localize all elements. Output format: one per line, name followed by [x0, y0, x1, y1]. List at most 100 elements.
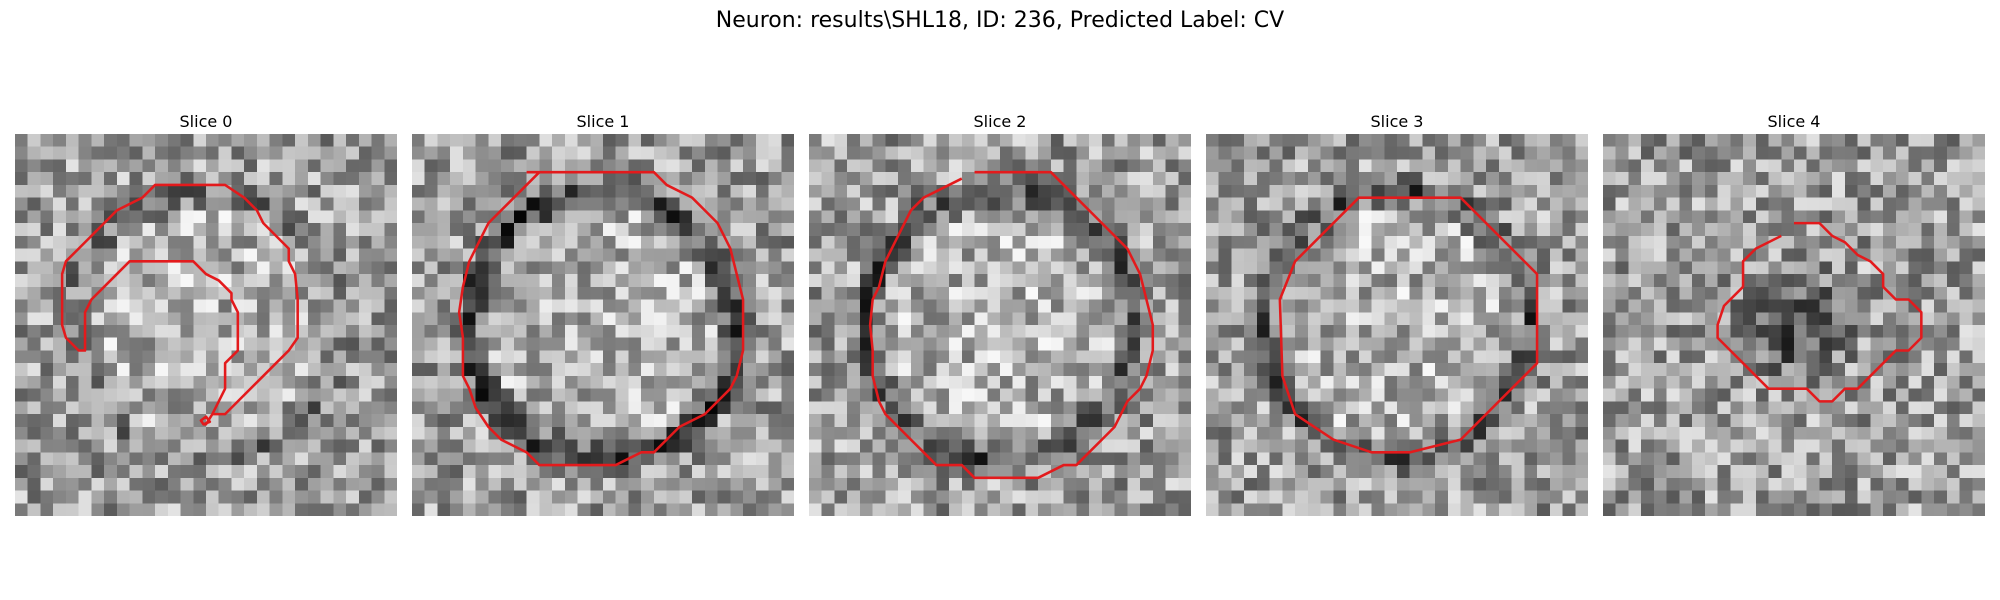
image-pixel — [1666, 363, 1680, 377]
image-pixel — [1076, 363, 1090, 377]
image-pixel — [1575, 401, 1588, 415]
image-pixel — [65, 146, 79, 160]
image-pixel — [1641, 159, 1655, 173]
image-pixel — [231, 465, 245, 479]
image-pixel — [666, 325, 680, 338]
image-pixel — [1730, 248, 1744, 262]
image-pixel — [1231, 159, 1245, 173]
image-pixel — [704, 477, 718, 491]
image-pixel — [743, 134, 757, 147]
slice-title: Slice 0 — [179, 112, 233, 131]
image-pixel — [1832, 172, 1846, 186]
image-pixel — [1307, 312, 1321, 326]
image-pixel — [974, 375, 988, 389]
image-pixel — [1256, 312, 1270, 326]
image-pixel — [53, 503, 67, 516]
image-pixel — [526, 388, 540, 402]
image-pixel — [104, 172, 118, 186]
image-pixel — [40, 477, 54, 491]
image-pixel — [1934, 223, 1948, 237]
image-pixel — [885, 375, 899, 389]
image-pixel — [1603, 503, 1616, 516]
image-pixel — [1730, 465, 1744, 479]
image-pixel — [1870, 439, 1884, 453]
image-pixel — [180, 388, 194, 402]
image-pixel — [116, 401, 130, 415]
image-pixel — [1140, 388, 1154, 402]
image-pixel — [1178, 197, 1191, 211]
image-pixel — [834, 363, 848, 377]
image-pixel — [1575, 503, 1588, 516]
image-pixel — [40, 261, 54, 275]
image-pixel — [1333, 426, 1347, 440]
image-pixel — [320, 325, 334, 338]
image-pixel — [872, 299, 886, 313]
image-pixel — [1692, 325, 1706, 338]
image-pixel — [295, 274, 309, 288]
image-pixel — [1549, 197, 1563, 211]
image-pixel — [412, 286, 425, 300]
image-pixel — [424, 210, 438, 224]
image-pixel — [1012, 134, 1026, 147]
image-pixel — [1422, 210, 1436, 224]
image-pixel — [1435, 248, 1449, 262]
image-pixel — [1768, 223, 1782, 237]
image-pixel — [923, 172, 937, 186]
image-pixel — [412, 197, 425, 211]
image-pixel — [1549, 465, 1563, 479]
image-pixel — [180, 375, 194, 389]
image-pixel — [1206, 235, 1219, 249]
image-pixel — [809, 363, 822, 377]
image-pixel — [155, 210, 169, 224]
image-pixel — [269, 210, 283, 224]
image-pixel — [717, 452, 731, 466]
image-pixel — [755, 350, 769, 364]
image-pixel — [116, 439, 130, 453]
image-pixel — [552, 134, 566, 147]
image-pixel — [564, 337, 578, 351]
image-pixel — [269, 299, 283, 313]
image-pixel — [1012, 172, 1026, 186]
image-pixel — [653, 388, 667, 402]
image-pixel — [1460, 477, 1474, 491]
image-pixel — [949, 490, 963, 504]
image-pixel — [552, 312, 566, 326]
image-pixel — [1537, 172, 1551, 186]
image-pixel — [244, 159, 258, 173]
image-pixel — [1063, 350, 1077, 364]
image-pixel — [628, 286, 642, 300]
image-pixel — [692, 286, 706, 300]
image-pixel — [936, 223, 950, 237]
image-pixel — [987, 388, 1001, 402]
image-pixel — [218, 223, 232, 237]
image-pixel — [104, 286, 118, 300]
image-pixel — [1178, 426, 1191, 440]
image-pixel — [346, 465, 360, 479]
image-pixel — [1218, 261, 1232, 275]
image-pixel — [1895, 286, 1909, 300]
image-pixel — [1666, 210, 1680, 224]
image-pixel — [1333, 197, 1347, 211]
image-pixel — [666, 299, 680, 313]
image-pixel — [539, 274, 553, 288]
image-pixel — [27, 172, 41, 186]
image-pixel — [1653, 299, 1667, 313]
image-pixel — [40, 490, 54, 504]
image-pixel — [1127, 210, 1141, 224]
image-pixel — [1704, 223, 1718, 237]
image-pixel — [282, 350, 296, 364]
image-pixel — [1358, 490, 1372, 504]
image-pixel — [1511, 223, 1525, 237]
image-pixel — [1371, 184, 1385, 198]
image-pixel — [256, 401, 270, 415]
image-pixel — [231, 426, 245, 440]
image-pixel — [1231, 312, 1245, 326]
image-pixel — [1371, 223, 1385, 237]
segmentation-contour — [868, 170, 1155, 480]
image-pixel — [40, 146, 54, 160]
image-pixel — [501, 452, 515, 466]
image-pixel — [450, 388, 464, 402]
image-pixel — [872, 172, 886, 186]
image-pixel — [65, 325, 79, 338]
image-pixel — [1537, 477, 1551, 491]
